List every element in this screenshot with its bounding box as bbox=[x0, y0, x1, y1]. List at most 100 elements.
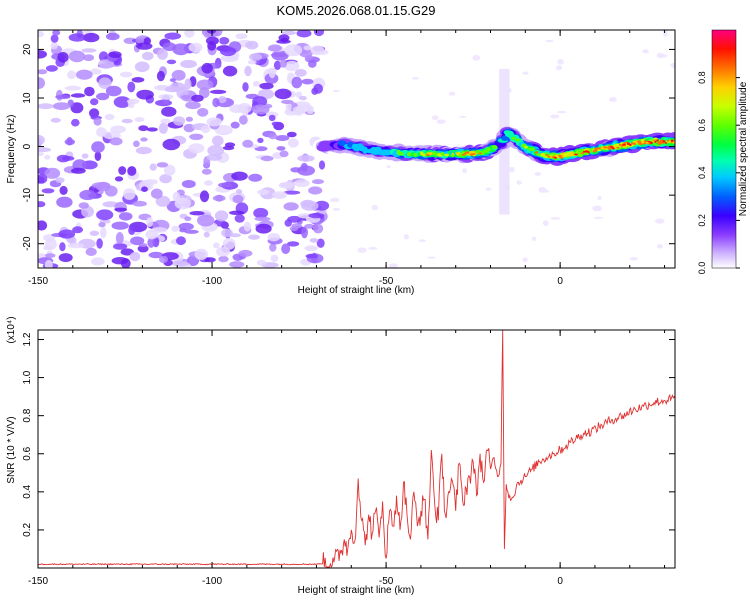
ridge-blob bbox=[451, 153, 454, 155]
ridge-blob bbox=[629, 143, 632, 147]
noise-blob bbox=[130, 236, 145, 246]
noise-blob bbox=[169, 78, 176, 83]
noise-blob bbox=[43, 234, 56, 242]
ridge-blob bbox=[670, 139, 674, 143]
snr-frame bbox=[37, 329, 676, 569]
noise-blob bbox=[218, 96, 227, 104]
noise-blob bbox=[171, 69, 186, 81]
noise-blob bbox=[283, 190, 301, 195]
noise-blob bbox=[55, 94, 71, 100]
noise-blob bbox=[123, 37, 137, 44]
noise-blob bbox=[81, 48, 97, 53]
noise-blob bbox=[251, 104, 270, 115]
noise-blob bbox=[248, 173, 263, 182]
snr-x-label: Height of straight line (km) bbox=[298, 585, 415, 596]
noise-blob bbox=[57, 52, 69, 63]
noise-blob bbox=[184, 30, 195, 38]
noise-blob bbox=[281, 30, 297, 36]
noise-blob bbox=[194, 248, 209, 260]
ridge-blob bbox=[472, 153, 476, 155]
noise-blob bbox=[270, 254, 279, 263]
noise-blob bbox=[310, 45, 325, 56]
noise-blob bbox=[189, 133, 204, 140]
noise-blob bbox=[78, 202, 90, 209]
colorbar-frame bbox=[711, 29, 737, 269]
ridge-blob bbox=[631, 142, 634, 145]
ridge-blob bbox=[515, 138, 520, 142]
noise-blob bbox=[38, 201, 46, 208]
spectrogram-x-ticks: -150 -100 -50 0 bbox=[28, 30, 666, 287]
noise-blob bbox=[104, 185, 118, 197]
noise-blob bbox=[212, 97, 220, 108]
noise-blob bbox=[371, 204, 378, 211]
noise-blob bbox=[71, 118, 80, 127]
noise-blob bbox=[143, 37, 152, 45]
noise-blob bbox=[113, 96, 131, 108]
noise-blob bbox=[248, 234, 260, 240]
noise-blob bbox=[545, 39, 554, 43]
ridge-blob bbox=[421, 153, 426, 157]
noise-blob bbox=[284, 60, 300, 72]
noise-blob bbox=[268, 44, 282, 52]
noise-blob bbox=[557, 59, 564, 65]
noise-blob bbox=[162, 138, 181, 151]
noise-blob bbox=[301, 226, 308, 239]
x-tick-label: 0 bbox=[557, 276, 563, 287]
noise-blob bbox=[214, 210, 229, 222]
noise-blob bbox=[279, 150, 289, 158]
noise-blob bbox=[108, 51, 122, 58]
colorbar-gradient bbox=[712, 30, 736, 268]
noise-blob bbox=[96, 238, 103, 249]
noise-blob bbox=[44, 167, 61, 179]
noise-blob bbox=[283, 202, 299, 211]
noise-blob bbox=[59, 242, 66, 252]
noise-blob bbox=[114, 176, 124, 182]
noise-blob bbox=[274, 88, 292, 100]
noise-blob bbox=[218, 37, 230, 45]
noise-blob bbox=[186, 255, 200, 267]
noise-blob bbox=[509, 166, 515, 173]
snr-y-label: SNR (10 * V/V) bbox=[6, 416, 17, 483]
noise-blob bbox=[109, 137, 123, 146]
ridge-blob bbox=[656, 139, 659, 142]
noise-blob bbox=[184, 216, 192, 221]
noise-blob bbox=[93, 117, 102, 126]
noise-blob bbox=[171, 225, 179, 232]
noise-blob bbox=[275, 135, 290, 141]
noise-blob bbox=[388, 263, 398, 268]
ridge-blob bbox=[561, 155, 566, 158]
noise-blob bbox=[238, 249, 253, 257]
snr-y-ticks: 0.2 0.4 0.6 0.8 1.0 1.2 bbox=[22, 332, 675, 537]
noise-blob bbox=[532, 236, 537, 242]
noise-blob bbox=[75, 69, 93, 80]
noise-blob bbox=[38, 69, 48, 75]
noise-blob bbox=[280, 99, 294, 104]
snr-plot-area bbox=[38, 330, 675, 568]
noise-blob bbox=[197, 214, 215, 227]
noise-blob bbox=[161, 106, 177, 117]
ridge-blob bbox=[491, 145, 498, 149]
noise-blob bbox=[203, 231, 210, 238]
noise-blob bbox=[201, 62, 213, 74]
noise-blob bbox=[89, 230, 100, 236]
y-tick-label: 0.2 bbox=[22, 523, 33, 537]
snr-x-ticks: -150 -100 -50 0 bbox=[28, 330, 666, 587]
noise-blob bbox=[66, 136, 73, 146]
ridge-blob bbox=[616, 146, 620, 149]
noise-blob bbox=[158, 94, 174, 100]
noise-blob bbox=[273, 60, 282, 70]
noise-blob bbox=[279, 59, 287, 68]
noise-blob bbox=[45, 253, 56, 258]
noise-blob bbox=[280, 37, 289, 43]
x-tick-label: -150 bbox=[28, 576, 48, 587]
noise-blob bbox=[91, 182, 110, 189]
noise-blob bbox=[45, 65, 58, 72]
noise-blob bbox=[248, 53, 263, 61]
noise-blob bbox=[305, 253, 318, 259]
ridge-blob bbox=[636, 140, 641, 143]
ridge-blob bbox=[626, 142, 630, 146]
noise-blob bbox=[597, 196, 602, 200]
noise-blob bbox=[201, 168, 212, 175]
noise-blob bbox=[100, 226, 107, 239]
noise-blob bbox=[81, 153, 89, 159]
